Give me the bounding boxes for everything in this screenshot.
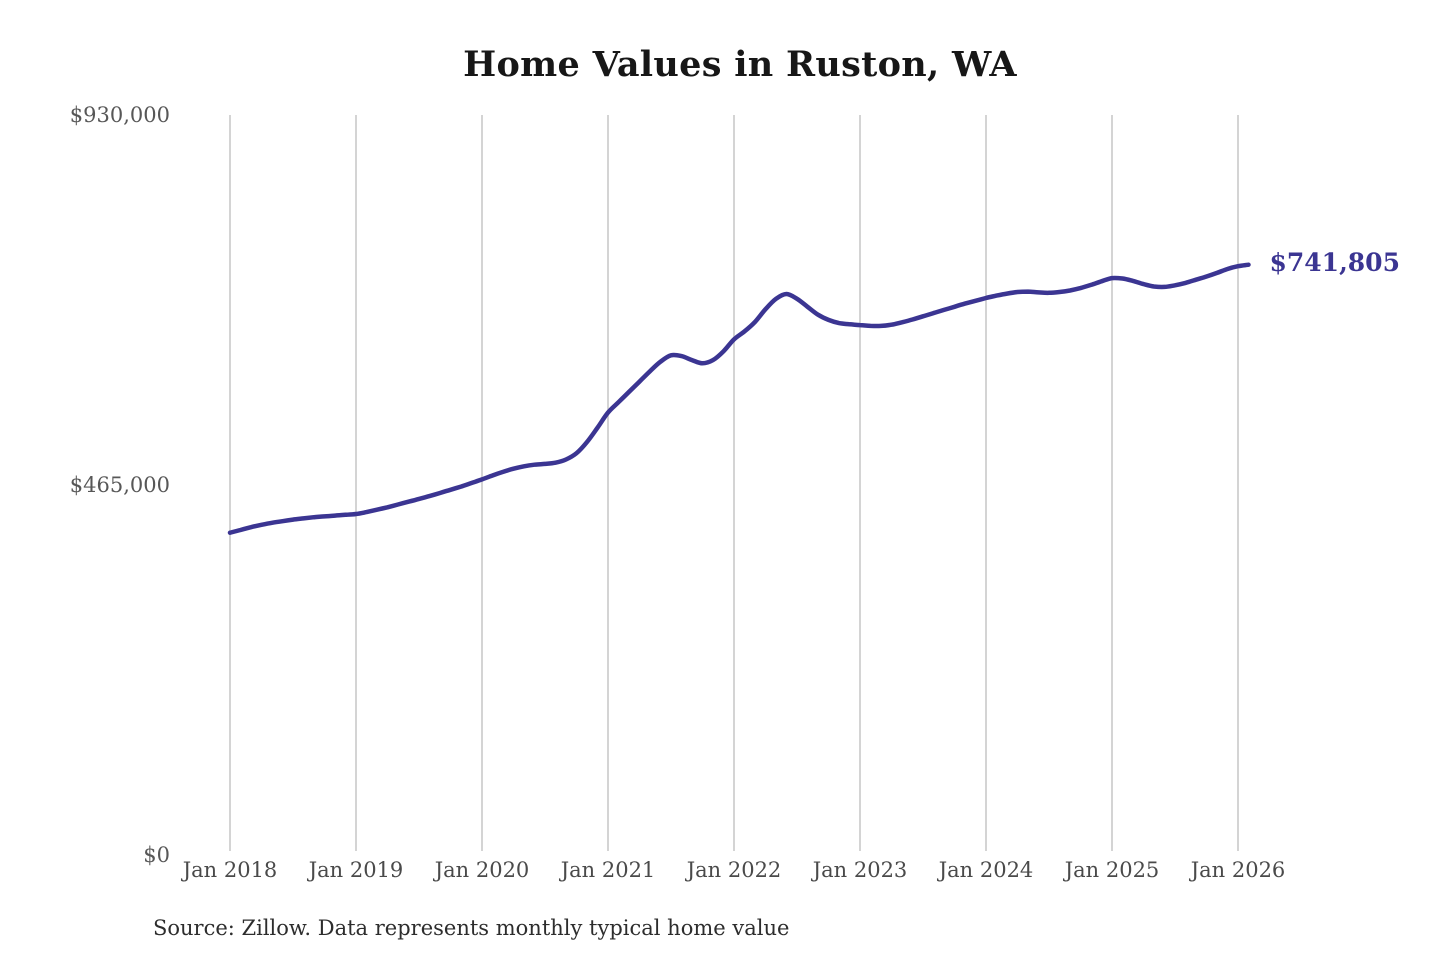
x-tick-label: Jan 2018 [182, 858, 278, 882]
x-tick-label: Jan 2020 [434, 858, 530, 882]
x-tick-label: Jan 2026 [1190, 858, 1286, 882]
y-tick-label: $0 [143, 843, 170, 867]
home-value-line [227, 262, 1251, 535]
y-tick-label: $930,000 [69, 103, 170, 127]
x-tick-label: Jan 2023 [812, 858, 908, 882]
source-note: Source: Zillow. Data represents monthly … [153, 916, 790, 940]
x-tick-label: Jan 2025 [1064, 858, 1160, 882]
x-tick-label: Jan 2024 [938, 858, 1034, 882]
latest-value-label: $741,805 [1269, 247, 1400, 277]
x-tick-label: Jan 2021 [560, 858, 656, 882]
x-tick-label: Jan 2019 [308, 858, 404, 882]
chart-title: Home Values in Ruston, WA [463, 44, 1017, 85]
y-tick-label: $465,000 [69, 473, 170, 497]
x-tick-label: Jan 2022 [686, 858, 782, 882]
